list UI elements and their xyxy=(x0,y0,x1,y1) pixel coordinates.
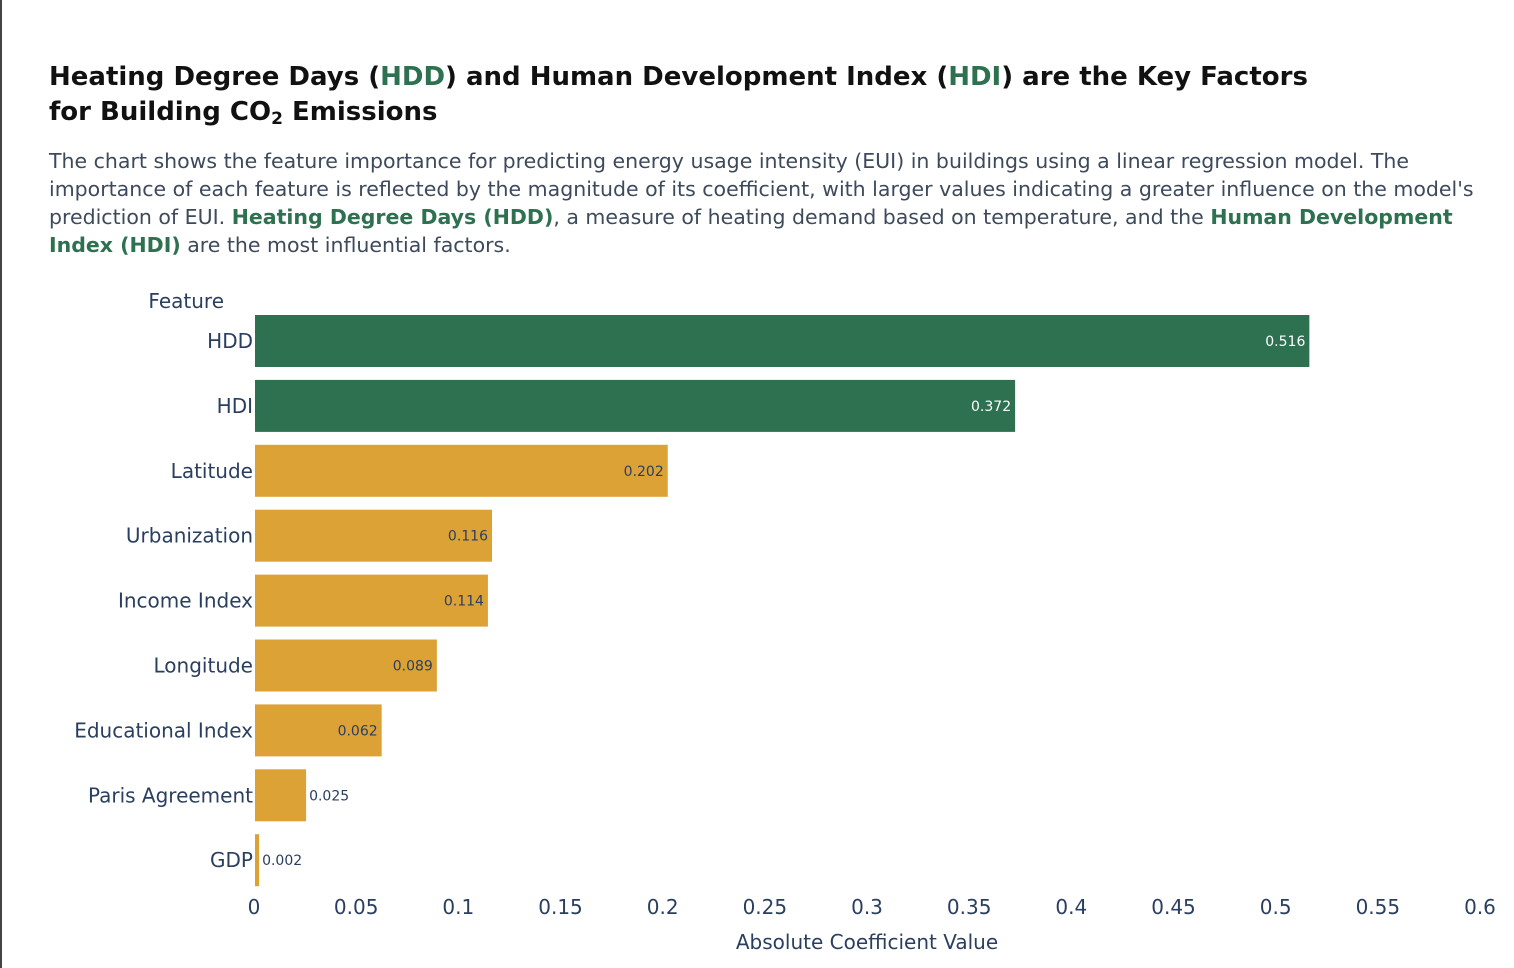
bar-paris-agreement[interactable] xyxy=(255,769,307,822)
bar-value-label: 0.202 xyxy=(624,464,664,480)
bar-value-label: 0.516 xyxy=(1265,334,1305,350)
bar-value-label: 0.116 xyxy=(448,529,488,545)
window-left-border xyxy=(0,0,2,968)
x-tick-label: 0.45 xyxy=(1151,895,1196,919)
subtitle-text-1: The chart shows the feature importance f… xyxy=(49,149,1474,229)
x-tick-label: 0.1 xyxy=(442,895,474,919)
bar-hdi[interactable] xyxy=(255,379,1016,432)
chart-title: Heating Degree Days (HDD) and Human Deve… xyxy=(49,60,1469,130)
y-tick-label: Latitude xyxy=(171,459,253,483)
title-subscript: 2 xyxy=(271,109,283,129)
y-tick-label: Urbanization xyxy=(126,524,253,548)
bar-longitude[interactable] xyxy=(255,639,437,692)
y-axis-title: Feature xyxy=(148,289,224,313)
title-text-1: Heating Degree Days ( xyxy=(49,62,381,92)
title-highlight-hdd: HDD xyxy=(380,62,446,92)
y-tick-label: Longitude xyxy=(154,654,253,678)
bar-value-labels: 0.516 0.372 0.202 0.116 0.114 0.089 0.062 0.025… xyxy=(262,334,1305,869)
y-tick-label: Income Index xyxy=(118,589,253,613)
bar-urbanization[interactable] xyxy=(255,509,493,562)
subtitle-highlight-hdi: Human Development Index (HDI) xyxy=(49,205,1453,257)
x-tick-label: 0.35 xyxy=(947,895,992,919)
x-tick-label: 0.4 xyxy=(1055,895,1087,919)
title-highlight-hdi: HDI xyxy=(948,62,1002,92)
bar-gdp[interactable] xyxy=(255,834,260,887)
bar-hdd[interactable] xyxy=(255,315,1310,367)
bar-value-label: 0.372 xyxy=(971,399,1011,415)
x-tick-label: 0.3 xyxy=(851,895,883,919)
x-tick-label: 0.55 xyxy=(1356,895,1401,919)
x-tick-label: 0 xyxy=(248,895,261,919)
title-text-2: ) and Human Development Index ( xyxy=(445,62,949,92)
bar-educational-index[interactable] xyxy=(255,704,382,757)
x-tick-label: 0.15 xyxy=(538,895,583,919)
x-tick-labels: 0 0.05 0.1 0.15 0.2 0.25 0.3 0.35 0.4 0.45 0.5 0.55… xyxy=(248,895,1496,919)
y-tick-label: GDP xyxy=(210,848,253,872)
y-tick-label: HDI xyxy=(217,394,253,418)
bar-value-label: 0.025 xyxy=(309,788,349,804)
bar-value-label: 0.089 xyxy=(393,659,433,675)
title-text-4: for Building CO xyxy=(49,97,272,127)
bar-value-label: 0.062 xyxy=(338,723,378,739)
x-tick-label: 0.05 xyxy=(334,895,379,919)
x-tick-label: 0.25 xyxy=(743,895,788,919)
title-text-5: Emissions xyxy=(282,97,438,127)
bar-income-index[interactable] xyxy=(255,574,488,627)
bar-value-label: 0.002 xyxy=(262,853,302,869)
chart-subtitle: The chart shows the feature importance f… xyxy=(49,147,1479,259)
bar-value-label: 0.114 xyxy=(444,594,484,610)
y-tick-label: Paris Agreement xyxy=(88,783,253,807)
bars-group xyxy=(255,315,1310,887)
subtitle-highlight-hdd: Heating Degree Days (HDD) xyxy=(231,205,554,229)
x-tick-label: 0.2 xyxy=(647,895,679,919)
bar-latitude[interactable] xyxy=(255,444,668,497)
title-text-3: ) are the Key Factors xyxy=(1001,62,1308,92)
subtitle-text-3: are the most influential factors. xyxy=(180,233,511,257)
x-axis-title: Absolute Coefficient Value xyxy=(736,930,998,954)
y-tick-label: HDD xyxy=(207,329,253,353)
x-tick-label: 0.6 xyxy=(1464,895,1496,919)
y-tick-labels: HDD HDI Latitude Urbanization Income Index Lo… xyxy=(74,329,253,872)
y-tick-label: Educational Index xyxy=(74,718,253,742)
subtitle-text-2: , a measure of heating demand based on t… xyxy=(553,205,1211,229)
x-tick-label: 0.5 xyxy=(1260,895,1292,919)
